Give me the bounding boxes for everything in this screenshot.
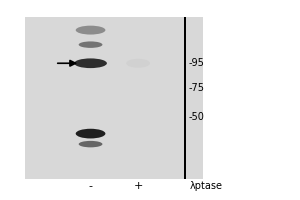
Bar bbox=[25, 17, 203, 179]
Ellipse shape bbox=[79, 141, 102, 147]
Text: -95: -95 bbox=[189, 58, 205, 68]
Text: -50: -50 bbox=[189, 112, 205, 122]
Bar bbox=[184, 17, 186, 179]
Ellipse shape bbox=[79, 41, 102, 48]
Text: -75: -75 bbox=[189, 83, 205, 93]
Ellipse shape bbox=[76, 26, 105, 35]
Ellipse shape bbox=[76, 129, 105, 138]
Ellipse shape bbox=[74, 58, 107, 68]
Text: λptase: λptase bbox=[190, 181, 223, 191]
Text: +: + bbox=[134, 181, 143, 191]
Ellipse shape bbox=[126, 59, 150, 68]
Text: -: - bbox=[88, 181, 93, 191]
